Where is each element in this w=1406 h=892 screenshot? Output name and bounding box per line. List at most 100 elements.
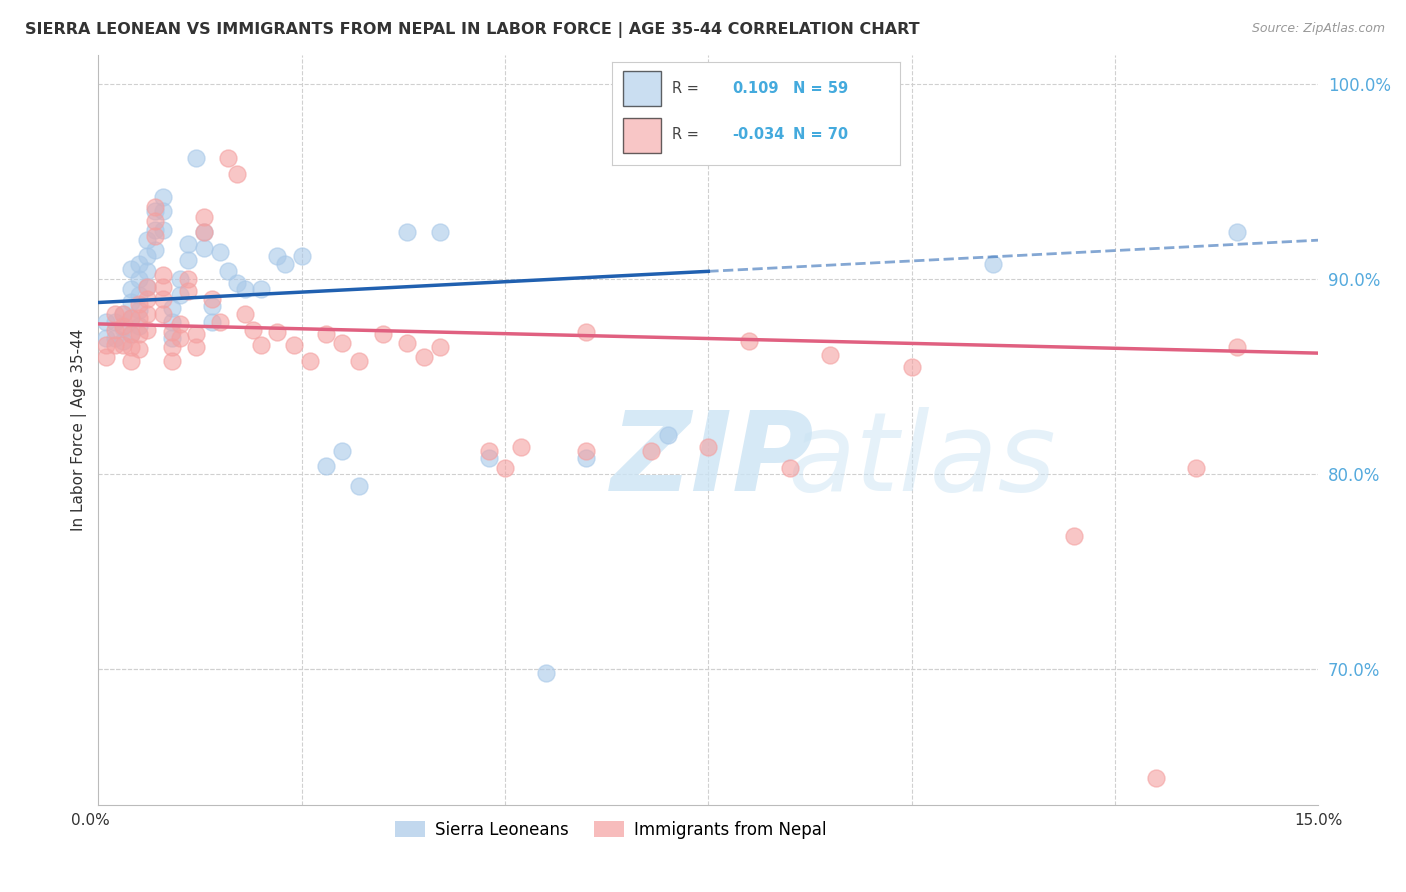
Point (128, 303, 150, 318)
Point (120, 311, 142, 326)
Point (120, 262, 142, 277)
Point (152, 280, 174, 294)
Text: Source: ZipAtlas.com: Source: ZipAtlas.com (1251, 22, 1385, 36)
Point (111, 307, 134, 321)
Text: -0.034: -0.034 (733, 127, 785, 142)
Point (1185, 461, 1208, 475)
Point (160, 340, 183, 354)
Point (152, 203, 174, 218)
Point (136, 323, 159, 337)
Point (738, 89, 761, 103)
Text: R =: R = (672, 80, 699, 95)
Point (697, 440, 720, 454)
Point (120, 326, 142, 341)
Point (233, 307, 256, 321)
Point (478, 451, 501, 466)
Point (193, 226, 215, 240)
Text: N = 70: N = 70 (793, 127, 848, 142)
Point (143, 200, 166, 214)
Point (510, 440, 533, 454)
Point (136, 280, 159, 294)
Point (494, 461, 516, 475)
Point (396, 226, 419, 240)
FancyBboxPatch shape (623, 70, 661, 105)
Point (1226, 340, 1249, 354)
Text: R =: R = (672, 127, 699, 142)
Point (209, 244, 232, 259)
Point (184, 340, 207, 354)
Point (120, 326, 142, 341)
Y-axis label: In Labor Force | Age 35-44: In Labor Force | Age 35-44 (72, 329, 87, 532)
Point (250, 282, 273, 296)
Point (96, 330, 118, 344)
Point (143, 213, 166, 227)
Point (218, 152, 240, 166)
Point (152, 307, 174, 321)
Point (136, 249, 159, 263)
Point (177, 252, 200, 267)
FancyBboxPatch shape (623, 118, 661, 153)
Point (233, 282, 256, 296)
Point (250, 338, 273, 352)
Point (160, 315, 183, 329)
Point (177, 284, 200, 298)
Point (104, 315, 127, 329)
Point (128, 287, 150, 301)
Point (143, 229, 166, 244)
Point (291, 249, 314, 263)
Point (143, 203, 166, 218)
Point (478, 443, 501, 458)
Point (315, 459, 337, 474)
Point (315, 326, 337, 341)
Point (128, 256, 150, 270)
Point (160, 330, 183, 344)
Point (347, 354, 370, 368)
Point (779, 461, 801, 475)
Point (575, 325, 598, 339)
Point (266, 249, 288, 263)
Point (128, 297, 150, 311)
Point (169, 287, 191, 301)
Point (104, 338, 127, 352)
Point (209, 315, 232, 329)
Point (575, 443, 598, 458)
Point (820, 348, 842, 362)
Point (136, 264, 159, 278)
Point (274, 256, 297, 270)
Point (96, 350, 118, 364)
Point (104, 307, 127, 321)
Point (136, 233, 159, 247)
Point (160, 325, 183, 339)
Point (111, 318, 134, 333)
Point (120, 282, 142, 296)
Legend: Sierra Leoneans, Immigrants from Nepal: Sierra Leoneans, Immigrants from Nepal (388, 814, 832, 846)
Point (160, 301, 183, 316)
Point (283, 338, 305, 352)
Point (225, 276, 247, 290)
Point (128, 343, 150, 357)
Point (104, 330, 127, 344)
Point (1226, 226, 1249, 240)
Point (96, 338, 118, 352)
Point (193, 210, 215, 224)
Text: ZIP: ZIP (610, 407, 814, 514)
Point (111, 307, 134, 321)
Point (177, 237, 200, 252)
Point (429, 340, 451, 354)
Text: N = 59: N = 59 (793, 80, 848, 95)
Point (128, 318, 150, 333)
Point (225, 167, 247, 181)
Point (396, 336, 419, 351)
Point (120, 311, 142, 326)
Point (201, 299, 224, 313)
Point (169, 330, 191, 344)
Text: atlas: atlas (787, 407, 1056, 514)
Point (111, 321, 134, 335)
Point (128, 326, 150, 341)
Point (201, 292, 224, 306)
Point (169, 272, 191, 286)
Point (657, 428, 679, 442)
Point (152, 223, 174, 237)
Point (96, 315, 118, 329)
Point (120, 295, 142, 310)
